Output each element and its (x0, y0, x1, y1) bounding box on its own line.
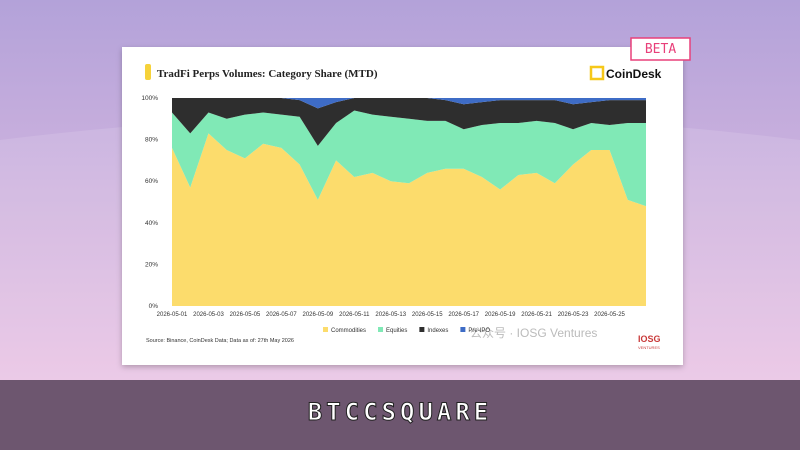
x-tick-label: 2026-05-01 (157, 312, 188, 318)
legend-label: Equities (386, 328, 407, 334)
beta-text: BETA (645, 42, 676, 57)
y-tick-label: 20% (145, 261, 158, 268)
x-tick-label: 2026-05-21 (521, 312, 552, 318)
legend-label: Commodities (331, 328, 366, 334)
chart-title: TradFi Perps Volumes: Category Share (MT… (157, 68, 378, 80)
area (172, 133, 646, 306)
legend-label: Pre-IPO (468, 328, 490, 334)
watermark: 公众号 · IOSG Ventures (470, 326, 597, 340)
chart: 0% 20% 40% 60% 80% 100% 2026-05-01 2026-05-03 20… (141, 95, 646, 334)
footer-logo: BTCCSQUARE (308, 398, 493, 426)
area (172, 98, 646, 109)
x-tick-label: 2026-05-25 (594, 312, 625, 318)
y-tick-label: 100% (141, 95, 158, 102)
legend-swatch (460, 327, 466, 332)
x-tick-label: 2026-05-09 (302, 312, 333, 318)
title-marker (145, 64, 151, 80)
y-tick-label: 60% (145, 178, 158, 185)
y-tick-label: 0% (149, 303, 159, 310)
x-tick-label: 2026-05-23 (558, 312, 589, 318)
iosg-logo-sub: VENTURES (638, 345, 660, 350)
footer-band (0, 380, 800, 450)
legend-swatch (323, 327, 328, 332)
legend-swatch (419, 327, 425, 332)
x-tick-label: 2026-05-11 (339, 312, 370, 318)
y-tick-label: 40% (145, 220, 158, 227)
brand: CoinDesk (606, 67, 662, 81)
area (172, 98, 646, 146)
x-tick-label: 2026-05-19 (485, 312, 516, 318)
legend-swatch (378, 327, 384, 332)
y-tick-label: 80% (145, 137, 158, 144)
iosg-logo: IOSG (638, 334, 661, 344)
x-tick-label: 2026-05-17 (448, 312, 479, 318)
area (172, 110, 646, 207)
x-tick-label: 2026-05-05 (230, 312, 261, 318)
brand-icon (589, 65, 605, 81)
x-tick-label: 2026-05-13 (375, 312, 406, 318)
x-tick-label: 2026-05-15 (412, 312, 443, 318)
x-tick-label: 2026-05-03 (193, 312, 224, 318)
legend-label: Indexes (427, 328, 448, 334)
beta-badge (630, 37, 691, 61)
x-tick-label: 2026-05-07 (266, 312, 297, 318)
source-note: Source: Binance, CoinDesk Data; Data as … (146, 338, 294, 344)
